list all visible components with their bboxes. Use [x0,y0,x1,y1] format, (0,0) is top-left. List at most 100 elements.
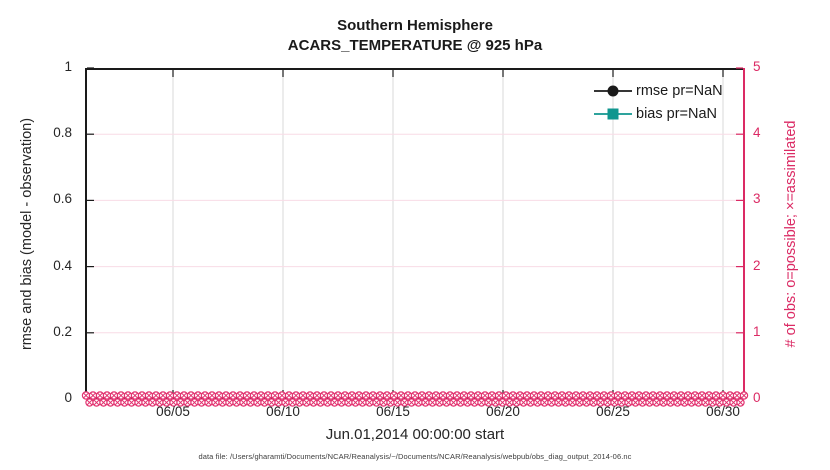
obs-assimilated-marker [328,392,334,399]
obs-assimilated-marker [737,399,744,406]
obs-assimilated-marker [482,392,488,399]
obs-assimilated-marker [244,392,250,399]
right-y-tick-label: 2 [753,257,761,273]
left-y-tick-label: 1 [64,59,72,74]
obs-assimilated-marker [646,399,653,406]
obs-assimilated-marker [468,392,474,399]
obs-assimilated-marker [335,392,341,399]
obs-assimilated-marker [132,392,138,399]
right-y-axis-label-text: # of obs: o=possible; ×=assimilated [783,120,799,347]
x-tick-label: 06/20 [486,404,520,419]
obs-assimilated-marker [303,399,310,406]
obs-assimilated-marker [275,399,282,406]
obs-assimilated-marker [653,399,660,406]
obs-assimilated-marker [174,392,180,399]
left-y-tick-label: 0.2 [53,323,72,339]
obs-assimilated-marker [706,392,712,399]
right-y-tick-label: 4 [753,125,761,141]
x-tick-label: 06/05 [156,404,190,419]
obs-assimilated-marker [135,399,142,406]
obs-assimilated-marker [111,392,117,399]
obs-assimilated-marker [415,399,422,406]
obs-assimilated-marker [419,392,425,399]
obs-assimilated-marker [338,399,345,406]
obs-assimilated-marker [384,392,390,399]
obs-assimilated-marker [660,399,667,406]
obs-assimilated-marker [573,392,579,399]
left-y-tick-label: 0.6 [53,191,72,207]
obs-assimilated-marker [128,399,135,406]
obs-assimilated-marker [720,392,726,399]
obs-assimilated-marker [237,392,243,399]
obs-assimilated-marker [240,399,247,406]
obs-assimilated-marker [387,399,394,406]
obs-assimilated-marker [380,399,387,406]
obs-assimilated-marker [359,399,366,406]
data-file-path: data file: /Users/gharamti/Documents/NCA… [198,452,632,461]
obs-assimilated-marker [181,392,187,399]
obs-assimilated-marker [734,392,740,399]
obs-assimilated-marker [83,392,89,399]
legend-label-rmse: rmse pr=NaN [636,82,723,99]
obs-assimilated-marker [699,392,705,399]
obs-assimilated-marker [86,399,93,406]
obs-assimilated-marker [160,392,166,399]
obs-assimilated-marker [405,392,411,399]
legend: rmse pr=NaN bias pr=NaN [594,79,723,125]
obs-assimilated-marker [349,392,355,399]
obs-assimilated-marker [422,399,429,406]
obs-assimilated-marker [321,392,327,399]
obs-assimilated-marker [398,392,404,399]
obs-assimilated-marker [436,399,443,406]
obs-assimilated-marker [471,399,478,406]
left-y-tick-label: 0 [64,390,72,405]
obs-assimilated-marker [618,399,625,406]
obs-assimilated-marker [153,392,159,399]
obs-assimilated-marker [342,392,348,399]
obs-assimilated-marker [639,399,646,406]
obs-assimilated-marker [356,392,362,399]
obs-assimilated-marker [520,399,527,406]
obs-assimilated-marker [632,399,639,406]
left-y-tick-label: 0.8 [53,125,72,141]
rmse-line-circle-icon [594,85,632,96]
obs-assimilated-marker [170,399,177,406]
obs-assimilated-marker [447,392,453,399]
legend-label-bias: bias pr=NaN [636,105,717,122]
obs-assimilated-marker [293,392,299,399]
obs-assimilated-marker [674,399,681,406]
obs-assimilated-marker [195,392,201,399]
obs-assimilated-marker [443,399,450,406]
obs-assimilated-marker [485,399,492,406]
obs-assimilated-marker [741,392,747,399]
obs-assimilated-marker [90,392,96,399]
obs-assimilated-marker [251,392,257,399]
obs-assimilated-marker [475,392,481,399]
obs-assimilated-marker [730,399,737,406]
obs-assimilated-marker [650,392,656,399]
obs-assimilated-marker [576,399,583,406]
obs-assimilated-marker [604,399,611,406]
right-y-tick-label: 1 [753,323,761,339]
x-tick-label: 06/30 [706,404,740,419]
obs-assimilated-marker [489,392,495,399]
obs-assimilated-marker [317,399,324,406]
obs-assimilated-marker [300,392,306,399]
obs-assimilated-marker [265,392,271,399]
obs-assimilated-marker [282,399,289,406]
obs-assimilated-marker [429,399,436,406]
obs-assimilated-marker [286,392,292,399]
obs-assimilated-marker [198,399,205,406]
obs-assimilated-marker [597,399,604,406]
right-y-tick-label: 5 [753,59,761,74]
obs-assimilated-marker [611,399,618,406]
x-axis-label: Jun.01,2014 00:00:00 start [325,426,505,443]
obs-assimilated-marker [685,392,691,399]
obs-assimilated-marker [517,392,523,399]
obs-assimilated-marker [268,399,275,406]
obs-assimilated-marker [506,399,513,406]
obs-assimilated-marker [324,399,331,406]
obs-assimilated-marker [184,399,191,406]
plot-area [81,67,749,407]
obs-assimilated-marker [534,399,541,406]
